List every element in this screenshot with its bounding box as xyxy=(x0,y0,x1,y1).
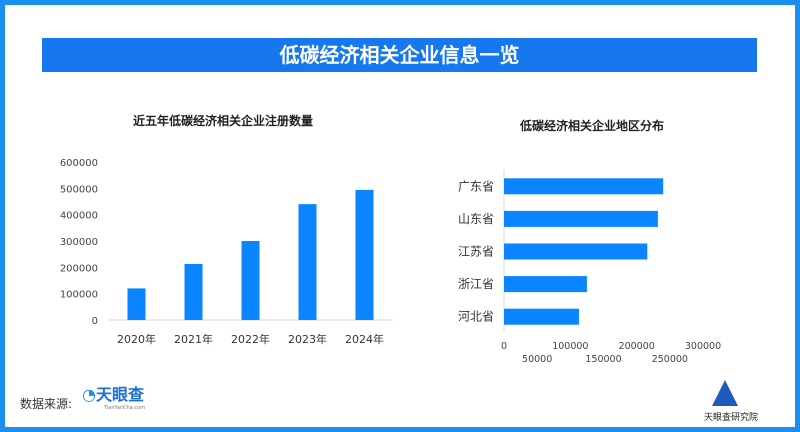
x-tick-label: 2020年 xyxy=(117,332,156,346)
bar-2020年 xyxy=(127,288,146,320)
x-tick-label: 150000 xyxy=(585,354,621,365)
x-tick-label: 100000 xyxy=(552,341,588,352)
x-tick-label: 2023年 xyxy=(288,332,327,346)
y-tick-label: 浙江省 xyxy=(458,277,494,291)
y-tick-label: 江苏省 xyxy=(458,245,494,259)
institute-logo-icon xyxy=(712,380,738,406)
page-title: 低碳经济相关企业信息一览 xyxy=(42,38,757,72)
tianyancha-logo: ◔天眼查 TianYanCha.com xyxy=(82,385,146,412)
bar-2022年 xyxy=(241,241,260,320)
bar-河北省 xyxy=(504,308,579,325)
y-tick-label: 100000 xyxy=(60,290,98,301)
y-tick-label: 600000 xyxy=(60,158,98,169)
bar-2024年 xyxy=(355,189,374,320)
y-tick-label: 河北省 xyxy=(458,310,494,324)
logo-text: 天眼查 xyxy=(95,385,144,404)
y-tick-label: 广东省 xyxy=(458,179,494,193)
x-tick-label: 2024年 xyxy=(345,332,384,346)
bar-江苏省 xyxy=(504,243,648,260)
y-tick-label: 500000 xyxy=(60,184,98,195)
y-tick-label: 300000 xyxy=(60,237,98,248)
chart-title-right: 低碳经济相关企业地区分布 xyxy=(520,119,665,133)
x-tick-label: 2022年 xyxy=(231,332,270,346)
bar-2023年 xyxy=(298,204,317,320)
y-tick-label: 400000 xyxy=(60,211,98,222)
bar-广东省 xyxy=(504,178,664,195)
source-label: 数据来源: xyxy=(20,397,73,411)
bar-2021年 xyxy=(184,263,203,320)
x-tick-label: 250000 xyxy=(652,354,688,365)
x-tick-label: 0 xyxy=(501,341,507,352)
bar-山东省 xyxy=(504,210,658,227)
y-tick-label: 山东省 xyxy=(458,212,494,226)
x-tick-label: 300000 xyxy=(685,341,721,352)
institute-logo: 天眼查研究院 xyxy=(704,413,759,423)
chart-title-left: 近五年低碳经济相关企业注册数量 xyxy=(133,114,314,128)
x-tick-label: 50000 xyxy=(522,354,552,365)
logo-icon: ◔ xyxy=(82,385,96,404)
y-tick-label: 0 xyxy=(92,316,98,327)
y-tick-label: 200000 xyxy=(60,263,98,274)
x-tick-label: 2021年 xyxy=(174,332,213,346)
bar-浙江省 xyxy=(504,276,587,293)
logo-subtext: TianYanCha.com xyxy=(104,405,146,411)
x-tick-label: 200000 xyxy=(619,341,655,352)
